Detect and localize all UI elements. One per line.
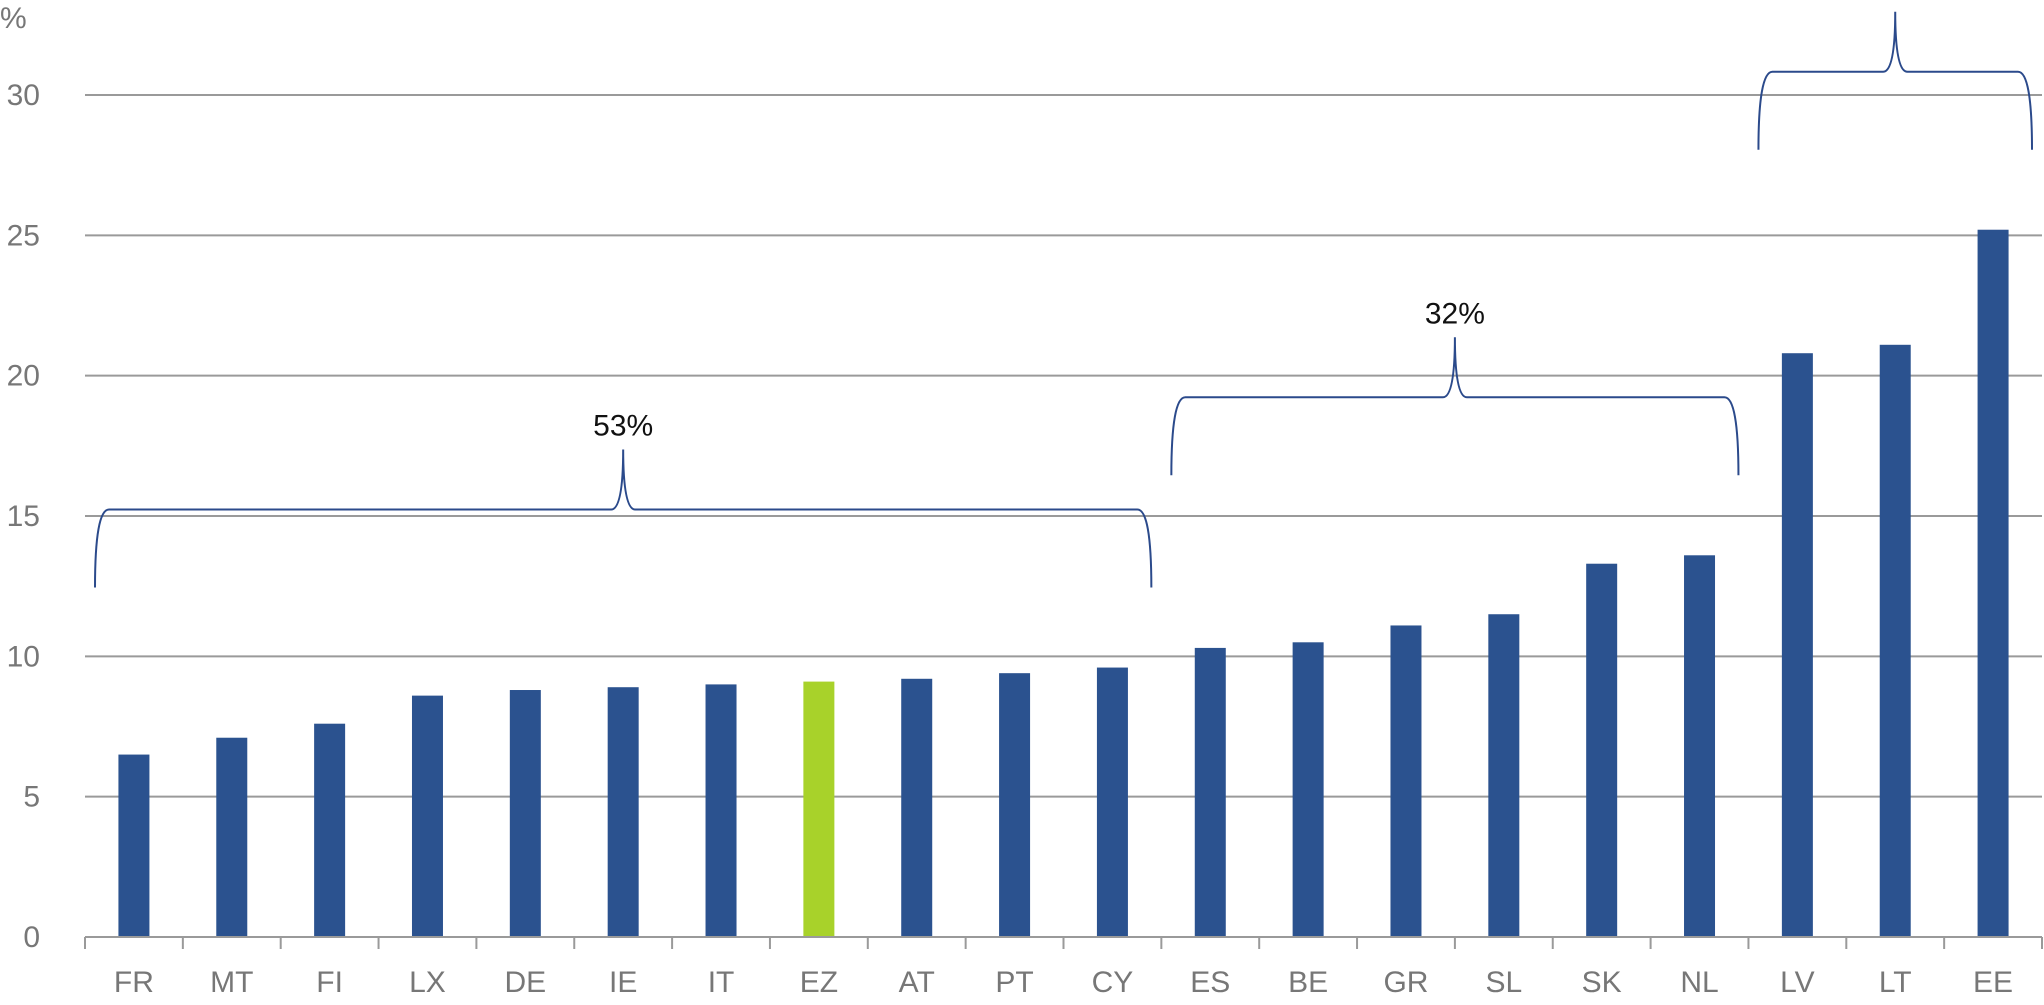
bar-fr xyxy=(118,754,150,937)
x-tick-label: SL xyxy=(1485,966,1522,999)
bar-nl xyxy=(1684,555,1716,937)
group-brace xyxy=(1757,11,2033,150)
x-tick-label: IE xyxy=(609,966,637,999)
bar-es xyxy=(1194,647,1226,937)
x-tick-label: FI xyxy=(316,966,343,999)
group-share-label: 32% xyxy=(1425,297,1485,330)
y-axis-unit-label: % xyxy=(0,2,27,35)
y-tick-label: 0 xyxy=(23,921,40,954)
y-tick-label: 20 xyxy=(7,360,40,393)
x-tick-label: LX xyxy=(409,966,446,999)
group-brace xyxy=(94,449,1153,588)
group-share-label: 53% xyxy=(593,410,653,443)
x-tick-label: ES xyxy=(1190,966,1230,999)
y-tick-label: 10 xyxy=(7,640,40,673)
x-tick-label: SK xyxy=(1582,966,1622,999)
bar-sl xyxy=(1488,614,1520,937)
annotations: 53% 32% 16% xyxy=(94,0,2033,588)
x-tick-label: LV xyxy=(1780,966,1814,999)
bar-it xyxy=(705,684,737,937)
x-tick-label: LT xyxy=(1879,966,1912,999)
x-tick-label: GR xyxy=(1383,966,1428,999)
bar-lx xyxy=(411,695,443,937)
bar-be xyxy=(1292,642,1324,937)
x-axis-ticks: FR MT FI LX DE IE IT EZ AT PT CY ES BE GR SL SK NL LV LT EE xyxy=(114,966,2013,999)
bar-mt xyxy=(216,737,248,937)
x-tick-label: EE xyxy=(1973,966,2013,999)
x-axis xyxy=(84,936,2043,949)
bar-ez xyxy=(803,681,835,937)
y-tick-label: 5 xyxy=(23,781,40,814)
bar-ee xyxy=(1977,229,2009,938)
x-tick-label: PT xyxy=(995,966,1033,999)
y-axis-ticks: 0 5 10 15 20 25 30 xyxy=(7,79,40,954)
x-tick-label: CY xyxy=(1092,966,1134,999)
bar-gr xyxy=(1390,625,1422,937)
x-tick-label: DE xyxy=(504,966,546,999)
bar-at xyxy=(901,678,933,937)
bar-lt xyxy=(1879,344,1911,937)
y-tick-label: 30 xyxy=(7,79,40,112)
x-tick-label: NL xyxy=(1680,966,1718,999)
x-tick-label: EZ xyxy=(800,966,838,999)
group-share-label: 16% xyxy=(1865,0,1925,5)
bar-ie xyxy=(607,687,639,937)
x-tick-label: BE xyxy=(1288,966,1328,999)
bar-sk xyxy=(1586,563,1618,937)
gridlines xyxy=(85,94,2042,798)
bar-fi xyxy=(314,723,346,937)
group-brace xyxy=(1170,337,1740,476)
y-tick-label: 15 xyxy=(7,500,40,533)
x-tick-label: MT xyxy=(210,966,253,999)
bar-cy xyxy=(1096,667,1128,937)
y-tick-label: 25 xyxy=(7,219,40,252)
x-tick-label: FR xyxy=(114,966,154,999)
bar-pt xyxy=(999,673,1031,937)
x-tick-label: AT xyxy=(899,966,935,999)
bar-lv xyxy=(1781,353,1813,937)
bars xyxy=(118,229,2009,938)
bar-de xyxy=(509,690,541,937)
x-tick-label: IT xyxy=(708,966,735,999)
